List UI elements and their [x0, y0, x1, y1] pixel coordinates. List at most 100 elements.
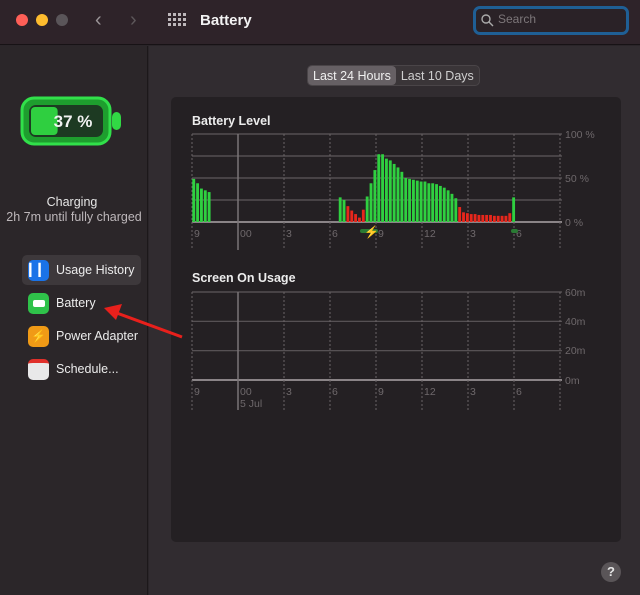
battery-percent: 37 %	[54, 112, 93, 131]
battery-bar	[508, 213, 512, 222]
x-tick-label: 12	[424, 386, 436, 398]
charging-detail: 2h 7m until fully charged	[6, 210, 142, 224]
y-tick-label: 100 %	[565, 129, 595, 141]
grid-icon[interactable]	[168, 13, 186, 29]
battery-bar	[411, 179, 415, 222]
battery-bar	[385, 158, 388, 222]
back-button[interactable]: ‹	[95, 9, 102, 31]
x-tick-label: 9	[378, 386, 384, 398]
charging-indicator	[511, 229, 518, 233]
title-bar: ‹ › Battery	[0, 0, 640, 45]
x-tick-label: 00	[240, 386, 252, 398]
battery-bar	[192, 178, 196, 222]
battery-bar	[446, 190, 450, 222]
y-tick-label: 0 %	[565, 217, 583, 229]
schedule-icon	[28, 358, 49, 380]
screen-usage-title: Screen On Usage	[192, 271, 296, 285]
x-tick-label: 6	[516, 386, 522, 398]
x-tick-label: 6	[332, 386, 338, 398]
battery-bar	[369, 183, 373, 222]
battery-bar	[207, 192, 211, 222]
sidebar: 37 % Charging 2h 7m until fully charged …	[0, 46, 148, 595]
battery-bar	[504, 215, 508, 222]
battery-bar	[415, 180, 419, 222]
x-tick-label: 3	[286, 228, 292, 240]
battery-bar	[500, 215, 504, 222]
close-button[interactable]	[16, 14, 28, 26]
battery-bar	[361, 209, 365, 222]
help-button[interactable]: ?	[601, 562, 621, 582]
battery-bar	[338, 197, 342, 222]
battery-bar	[365, 196, 369, 222]
charging-status: Charging	[46, 195, 98, 209]
battery-level-title: Battery Level	[192, 114, 271, 128]
battery-bar	[492, 215, 496, 222]
battery-bar	[203, 190, 207, 222]
zoom-button[interactable]	[56, 14, 68, 26]
sidebar-item-battery[interactable]: Battery	[22, 288, 141, 318]
sidebar-item-usage-history[interactable]: ▎▎ Usage History	[22, 255, 141, 285]
battery-bar	[200, 188, 203, 222]
battery-bar	[373, 170, 377, 222]
usage-history-icon: ▎▎	[28, 259, 49, 281]
x-tick-label: 6	[332, 228, 338, 240]
battery-bar	[346, 206, 350, 222]
battery-bar	[419, 181, 423, 222]
battery-bar	[354, 214, 358, 222]
window-title: Battery	[200, 12, 252, 29]
battery-bar	[462, 212, 465, 222]
x-tick-label: 12	[424, 228, 436, 240]
tab-last-10-days[interactable]: Last 10 Days	[400, 69, 474, 83]
x-tick-label: 9	[194, 386, 200, 398]
forward-button[interactable]: ›	[130, 9, 137, 31]
battery-bar	[469, 214, 473, 222]
date-label: 5 Jul	[240, 398, 262, 410]
charts-panel	[171, 97, 621, 542]
battery-bar	[442, 187, 446, 222]
battery-bar	[350, 210, 354, 222]
battery-bar	[481, 214, 485, 222]
power-adapter-icon: ⚡	[28, 325, 49, 347]
battery-bar	[465, 213, 469, 222]
battery-bar	[450, 193, 454, 222]
search-field[interactable]	[473, 6, 629, 35]
search-input[interactable]	[498, 12, 618, 26]
x-tick-label: 3	[286, 386, 292, 398]
charging-indicator	[360, 229, 378, 233]
battery-bar	[477, 214, 481, 222]
battery-level-chart: 9 00 3 6 9 12 3 6 ⚡	[191, 133, 562, 250]
battery-bar	[431, 183, 435, 222]
battery-bar	[404, 178, 408, 222]
battery-bar	[485, 214, 489, 222]
x-tick-label: 6	[516, 228, 522, 240]
battery-bar	[392, 163, 396, 222]
sidebar-item-label: Usage History	[56, 263, 135, 277]
minimize-button[interactable]	[36, 14, 48, 26]
battery-bar	[342, 200, 346, 222]
battery-bar	[381, 154, 385, 222]
battery-bar	[358, 217, 361, 222]
y-tick-label: 60m	[565, 287, 586, 299]
time-range-selector[interactable]: Last 24 Hours Last 10 Days	[307, 65, 480, 86]
battery-bar	[496, 215, 500, 222]
sidebar-item-label: Schedule...	[56, 362, 119, 376]
tab-last-24-hours[interactable]: Last 24 Hours	[308, 66, 396, 85]
battery-bar	[408, 178, 411, 222]
sidebar-item-schedule[interactable]: Schedule...	[22, 354, 141, 384]
battery-bar	[473, 214, 477, 222]
x-tick-label: 3	[470, 228, 476, 240]
battery-bar	[435, 184, 438, 222]
sidebar-item-power-adapter[interactable]: ⚡ Power Adapter	[22, 321, 141, 351]
battery-icon	[28, 292, 49, 314]
y-tick-label: 50 %	[565, 173, 589, 185]
x-tick-label: 3	[470, 386, 476, 398]
battery-bar	[454, 198, 458, 222]
battery-bar	[423, 181, 427, 222]
search-icon	[481, 14, 494, 27]
sidebar-item-label: Battery	[56, 296, 96, 310]
battery-bar	[196, 183, 200, 222]
y-tick-label: 0m	[565, 375, 580, 387]
battery-bar	[512, 197, 516, 222]
battery-bar	[438, 185, 442, 222]
battery-bar	[388, 160, 392, 222]
